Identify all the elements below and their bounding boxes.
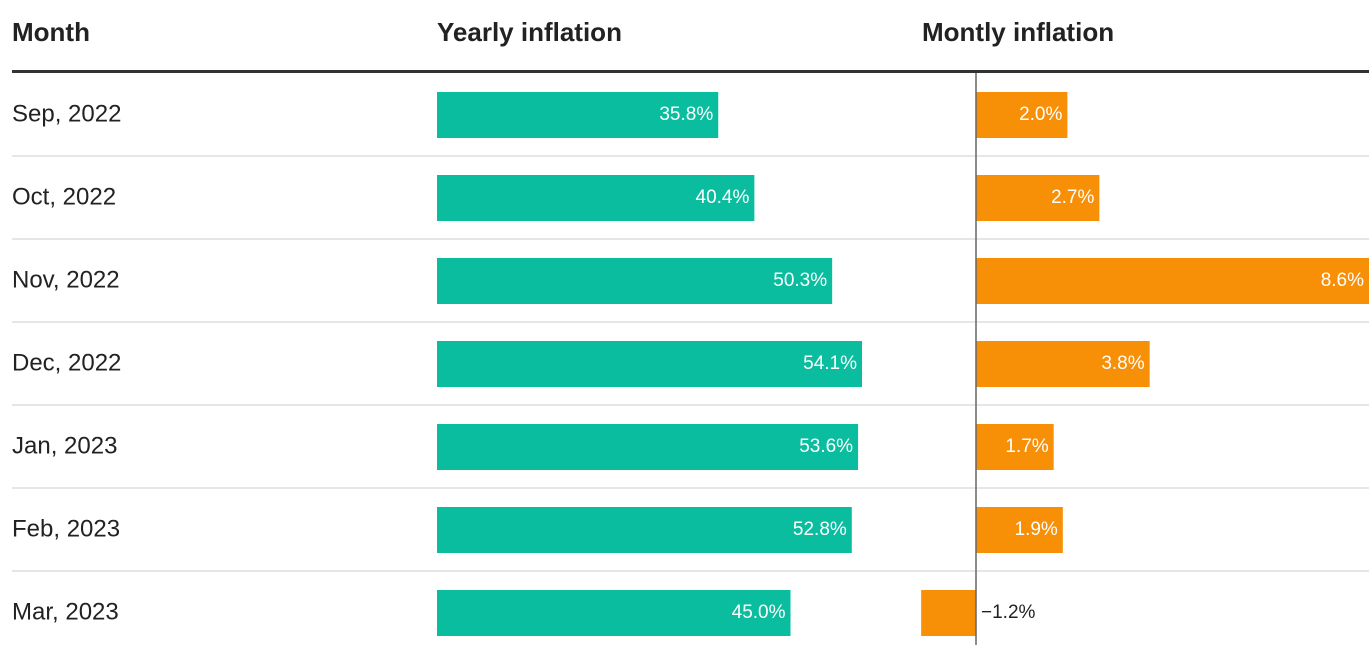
header: Montly inflation [922, 17, 1114, 47]
value-label: 2.0% [1019, 104, 1062, 125]
value-label: 50.3% [773, 270, 827, 291]
bar [437, 424, 859, 470]
bar [976, 424, 1054, 470]
bar [437, 92, 719, 138]
value-label: −1.2% [981, 602, 1036, 623]
category-label: Dec, 2022 [12, 349, 121, 376]
bar [437, 507, 852, 553]
header-rule [12, 70, 1369, 73]
bar [976, 341, 1150, 387]
category-label: Oct, 2022 [12, 183, 116, 210]
value-label: 2.7% [1051, 187, 1094, 208]
bar [976, 175, 1100, 221]
bar [437, 590, 791, 636]
bar [437, 258, 833, 304]
value-label: 54.1% [803, 353, 857, 374]
bar [976, 258, 1369, 304]
bar [921, 590, 976, 636]
category-label: Mar, 2023 [12, 598, 119, 625]
value-label: 53.6% [799, 436, 853, 457]
value-label: 1.9% [1015, 519, 1058, 540]
header: Month [12, 17, 90, 47]
category-label: Sep, 2022 [12, 100, 121, 127]
value-label: 8.6% [1321, 270, 1364, 291]
bar [437, 175, 755, 221]
category-label: Feb, 2023 [12, 515, 120, 542]
value-label: 1.7% [1005, 436, 1048, 457]
category-label: Nov, 2022 [12, 266, 120, 293]
value-label: 52.8% [793, 519, 847, 540]
value-label: 35.8% [659, 104, 713, 125]
value-label: 45.0% [732, 602, 786, 623]
bar [976, 507, 1063, 553]
value-label: 40.4% [696, 187, 750, 208]
bar [437, 341, 862, 387]
bar [976, 92, 1068, 138]
value-label: 3.8% [1101, 353, 1144, 374]
category-label: Jan, 2023 [12, 432, 117, 459]
header: Yearly inflation [437, 17, 622, 47]
